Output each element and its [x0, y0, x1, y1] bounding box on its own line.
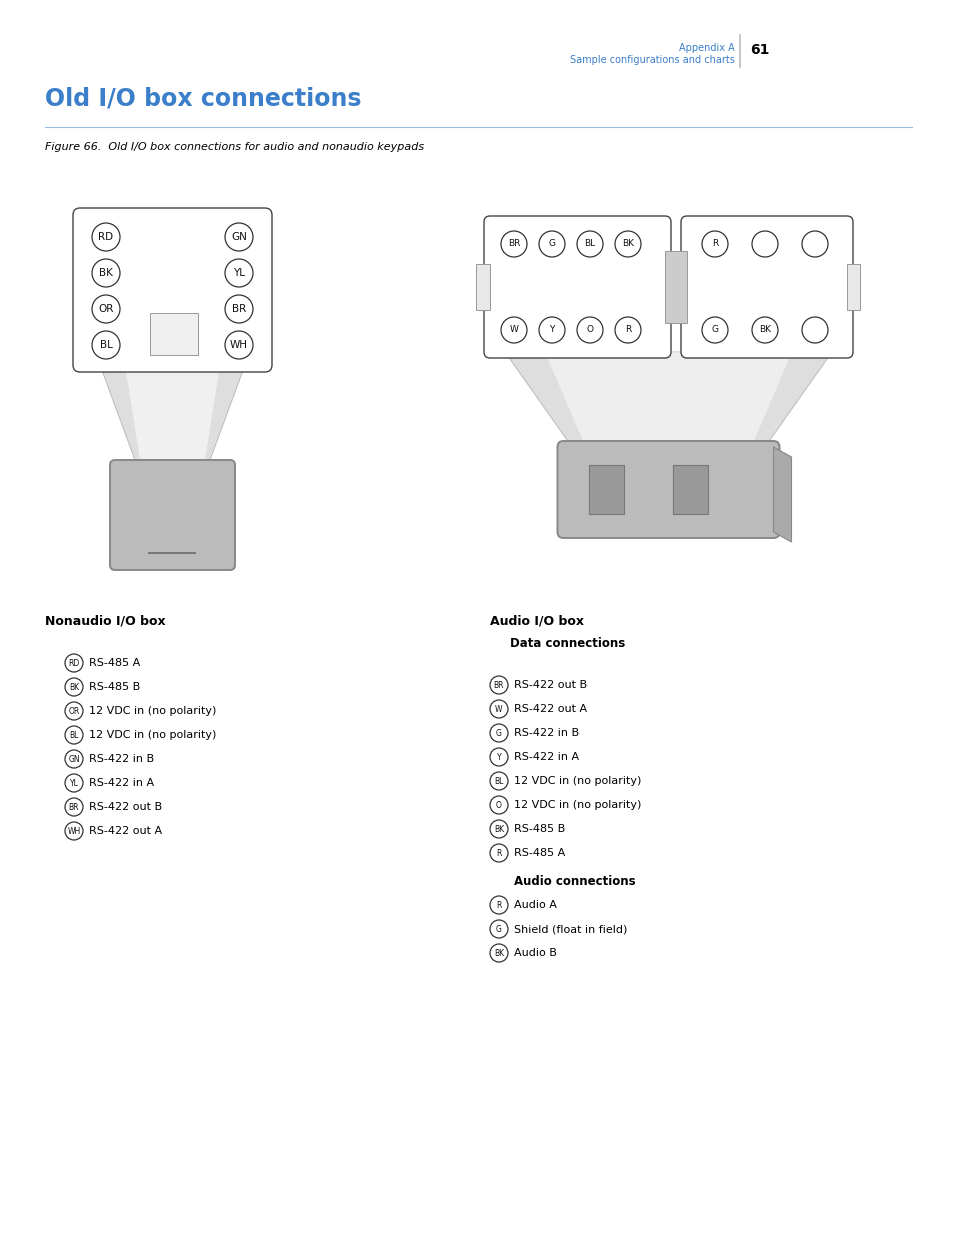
Text: 61: 61 [749, 43, 768, 57]
Polygon shape [125, 366, 220, 459]
Bar [151, 312, 198, 354]
Text: Y: Y [497, 752, 500, 762]
Text: RS-422 in A: RS-422 in A [89, 778, 154, 788]
Text: RS-422 out A: RS-422 out A [89, 826, 162, 836]
Text: O: O [496, 800, 501, 809]
Text: RS-422 out B: RS-422 out B [514, 680, 586, 690]
FancyBboxPatch shape [557, 441, 779, 538]
Text: 12 VDC in (no polarity): 12 VDC in (no polarity) [89, 706, 216, 716]
Text: RS-422 out A: RS-422 out A [514, 704, 586, 714]
Text: BK: BK [759, 326, 770, 335]
Text: W: W [495, 704, 502, 714]
Text: Data connections: Data connections [510, 637, 624, 650]
Polygon shape [100, 366, 245, 459]
Polygon shape [504, 352, 831, 442]
Text: G: G [711, 326, 718, 335]
Text: R: R [711, 240, 718, 248]
Text: RS-422 in A: RS-422 in A [514, 752, 578, 762]
Text: GN: GN [68, 755, 80, 763]
Text: Sample configurations and charts: Sample configurations and charts [570, 56, 734, 65]
FancyBboxPatch shape [483, 216, 670, 358]
Bar [672, 464, 708, 514]
Text: RS-485 A: RS-485 A [514, 848, 565, 858]
Text: Y: Y [549, 326, 554, 335]
Text: Audio A: Audio A [514, 900, 557, 910]
Text: 12 VDC in (no polarity): 12 VDC in (no polarity) [514, 776, 640, 785]
Text: Figure 66.  Old I/O box connections for audio and nonaudio keypads: Figure 66. Old I/O box connections for a… [45, 142, 424, 152]
Text: Audio I/O box: Audio I/O box [490, 615, 583, 629]
Text: WH: WH [230, 340, 248, 350]
Text: RS-422 out B: RS-422 out B [89, 802, 162, 811]
Text: O: O [586, 326, 593, 335]
Text: RD: RD [98, 232, 113, 242]
Text: BL: BL [584, 240, 595, 248]
Text: BR: BR [69, 803, 79, 811]
Text: G: G [548, 240, 555, 248]
Text: RD: RD [69, 658, 79, 667]
Text: YL: YL [233, 268, 245, 278]
Text: RS-485 A: RS-485 A [89, 658, 140, 668]
FancyBboxPatch shape [110, 459, 234, 571]
Text: BL: BL [99, 340, 112, 350]
Text: 12 VDC in (no polarity): 12 VDC in (no polarity) [514, 800, 640, 810]
Text: OR: OR [98, 304, 113, 314]
Text: BL: BL [494, 777, 503, 785]
Bar [588, 464, 624, 514]
Text: W: W [509, 326, 517, 335]
FancyBboxPatch shape [680, 216, 852, 358]
Text: RS-485 B: RS-485 B [89, 682, 140, 692]
Bar [664, 251, 686, 322]
Text: OR: OR [69, 706, 79, 715]
Text: BK: BK [99, 268, 112, 278]
Text: R: R [496, 848, 501, 857]
Text: BR: BR [232, 304, 246, 314]
Text: YL: YL [70, 778, 78, 788]
Text: Audio B: Audio B [514, 948, 557, 958]
Text: 12 VDC in (no polarity): 12 VDC in (no polarity) [89, 730, 216, 740]
Text: BL: BL [70, 730, 78, 740]
Text: BK: BK [69, 683, 79, 692]
Bar [476, 263, 490, 310]
Text: Nonaudio I/O box: Nonaudio I/O box [45, 615, 166, 629]
Text: G: G [496, 729, 501, 737]
Text: BR: BR [494, 680, 504, 689]
Text: RS-485 B: RS-485 B [514, 824, 565, 834]
Text: WH: WH [68, 826, 81, 836]
Polygon shape [544, 352, 791, 442]
Text: G: G [496, 925, 501, 934]
Text: RS-422 in B: RS-422 in B [514, 727, 578, 739]
Text: R: R [496, 900, 501, 909]
Text: BK: BK [494, 948, 503, 957]
Text: Audio connections: Audio connections [514, 876, 635, 888]
Bar [846, 263, 859, 310]
Text: BR: BR [507, 240, 519, 248]
Text: Appendix A: Appendix A [679, 43, 734, 53]
Text: Old I/O box connections: Old I/O box connections [45, 86, 361, 111]
Text: RS-422 in B: RS-422 in B [89, 755, 154, 764]
Text: Shield (float in field): Shield (float in field) [514, 924, 627, 934]
Text: R: R [624, 326, 631, 335]
Text: BK: BK [621, 240, 634, 248]
Text: BK: BK [494, 825, 503, 834]
Text: GN: GN [231, 232, 247, 242]
FancyBboxPatch shape [73, 207, 272, 372]
Polygon shape [773, 447, 791, 542]
